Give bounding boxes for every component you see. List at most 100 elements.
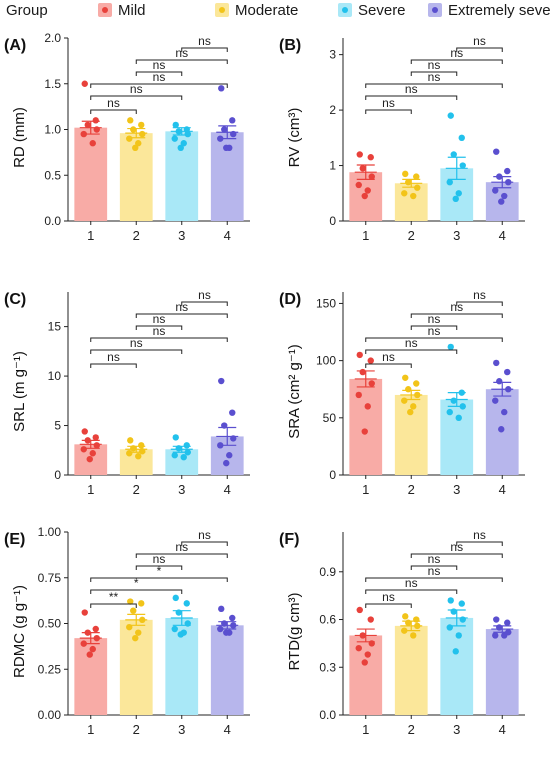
- data-point: [172, 434, 179, 441]
- y-tick-label: 50: [323, 411, 337, 425]
- data-point: [501, 192, 508, 200]
- data-point: [218, 605, 225, 613]
- data-point: [223, 459, 230, 467]
- data-point: [504, 368, 511, 376]
- panel-label: (B): [279, 37, 301, 54]
- data-point: [450, 151, 457, 158]
- significance-bracket: [135, 565, 183, 570]
- data-point: [447, 343, 454, 351]
- data-point: [217, 135, 224, 142]
- x-tick-label: 2: [133, 482, 140, 497]
- data-point: [401, 397, 408, 404]
- chart-panel-e: (E) RDMC (g g⁻¹) 0.00 0.25 0.50 0.75 1.00 1 2 3 4 *…: [4, 525, 250, 737]
- data-point: [447, 112, 454, 119]
- bar: [440, 399, 474, 475]
- significance-bracket: [365, 603, 412, 608]
- data-point: [221, 126, 228, 133]
- significance-label: ns: [405, 576, 418, 590]
- significance-label: ns: [153, 70, 166, 84]
- significance-label: ns: [428, 312, 441, 326]
- data-point: [355, 644, 362, 652]
- x-tick-label: 3: [178, 482, 185, 497]
- data-point: [172, 594, 179, 602]
- data-point: [368, 640, 375, 647]
- significance-label: ns: [153, 312, 166, 326]
- data-point: [180, 453, 187, 461]
- data-point: [493, 359, 500, 367]
- x-tick-label: 4: [224, 228, 231, 243]
- significance-label: ns: [198, 528, 211, 542]
- data-point: [361, 659, 368, 666]
- panel-label: (C): [4, 291, 26, 308]
- significance-label: ns: [130, 82, 143, 96]
- x-tick-label: 1: [362, 228, 369, 243]
- significance-label: ns: [405, 336, 418, 350]
- data-point: [455, 414, 462, 422]
- significance-bracket: [456, 541, 503, 546]
- data-point: [84, 121, 91, 129]
- data-point: [493, 148, 500, 155]
- significance-bracket: [365, 589, 458, 594]
- x-tick-label: 2: [408, 722, 415, 737]
- data-point: [223, 144, 230, 151]
- bar: [349, 635, 383, 715]
- data-point: [504, 619, 511, 626]
- y-tick-label: 3: [329, 48, 336, 62]
- significance-label: ns: [198, 288, 211, 302]
- significance-bracket: [90, 337, 228, 342]
- significance-bracket: [181, 541, 228, 546]
- legend-label: Moderate: [235, 2, 299, 19]
- y-tick-label: 2.0: [44, 31, 61, 45]
- data-point: [127, 598, 134, 605]
- bar: [210, 625, 244, 715]
- data-point: [93, 126, 100, 133]
- legend: Group Mild Moderate Severe Extremely sev…: [0, 0, 550, 26]
- data-point: [501, 632, 508, 639]
- panel-label: (E): [4, 531, 25, 548]
- y-tick-label: 15: [48, 320, 62, 334]
- data-point: [86, 651, 93, 658]
- data-point: [405, 619, 412, 626]
- significance-bracket: [90, 603, 137, 608]
- data-point: [183, 600, 190, 607]
- y-tick-label: 1.0: [44, 123, 61, 137]
- legend-item-mild: Mild: [98, 2, 146, 19]
- y-tick-label: 100: [316, 354, 336, 368]
- data-point: [367, 154, 374, 161]
- significance-label: ns: [130, 336, 143, 350]
- data-point: [226, 452, 233, 459]
- legend-key: [215, 3, 229, 17]
- significance-bracket: [90, 363, 137, 368]
- chart-panel-f: (F)RTD(g cm³)0.00.30.60.91 2 3 4nsnsnsnsnsn…: [279, 528, 525, 737]
- data-point: [458, 134, 465, 142]
- data-point: [504, 167, 511, 175]
- data-point: [493, 616, 500, 623]
- data-point: [367, 357, 374, 364]
- significance-bracket: [410, 565, 458, 570]
- data-point: [171, 625, 178, 633]
- data-point: [184, 620, 191, 627]
- significance-bracket: [456, 301, 503, 306]
- data-point: [355, 391, 362, 399]
- significance-label: ns: [428, 564, 441, 578]
- significance-bracket: [410, 313, 503, 318]
- significance-label: ns: [198, 34, 211, 48]
- data-point: [230, 435, 237, 442]
- x-tick-label: 2: [408, 228, 415, 243]
- significance-label: ns: [428, 552, 441, 566]
- data-point: [447, 597, 454, 604]
- data-point: [496, 624, 503, 631]
- significance-bracket: [135, 553, 228, 558]
- data-point: [458, 600, 465, 607]
- data-point: [410, 632, 417, 639]
- significance-bracket: [90, 83, 228, 88]
- data-point: [414, 184, 421, 191]
- data-point: [139, 616, 146, 624]
- data-point: [175, 128, 182, 135]
- significance-label: ns: [153, 58, 166, 72]
- y-tick-label: 0.0: [44, 214, 61, 228]
- legend-key: [338, 3, 352, 17]
- panel-label: (D): [279, 291, 301, 308]
- data-point: [138, 121, 145, 129]
